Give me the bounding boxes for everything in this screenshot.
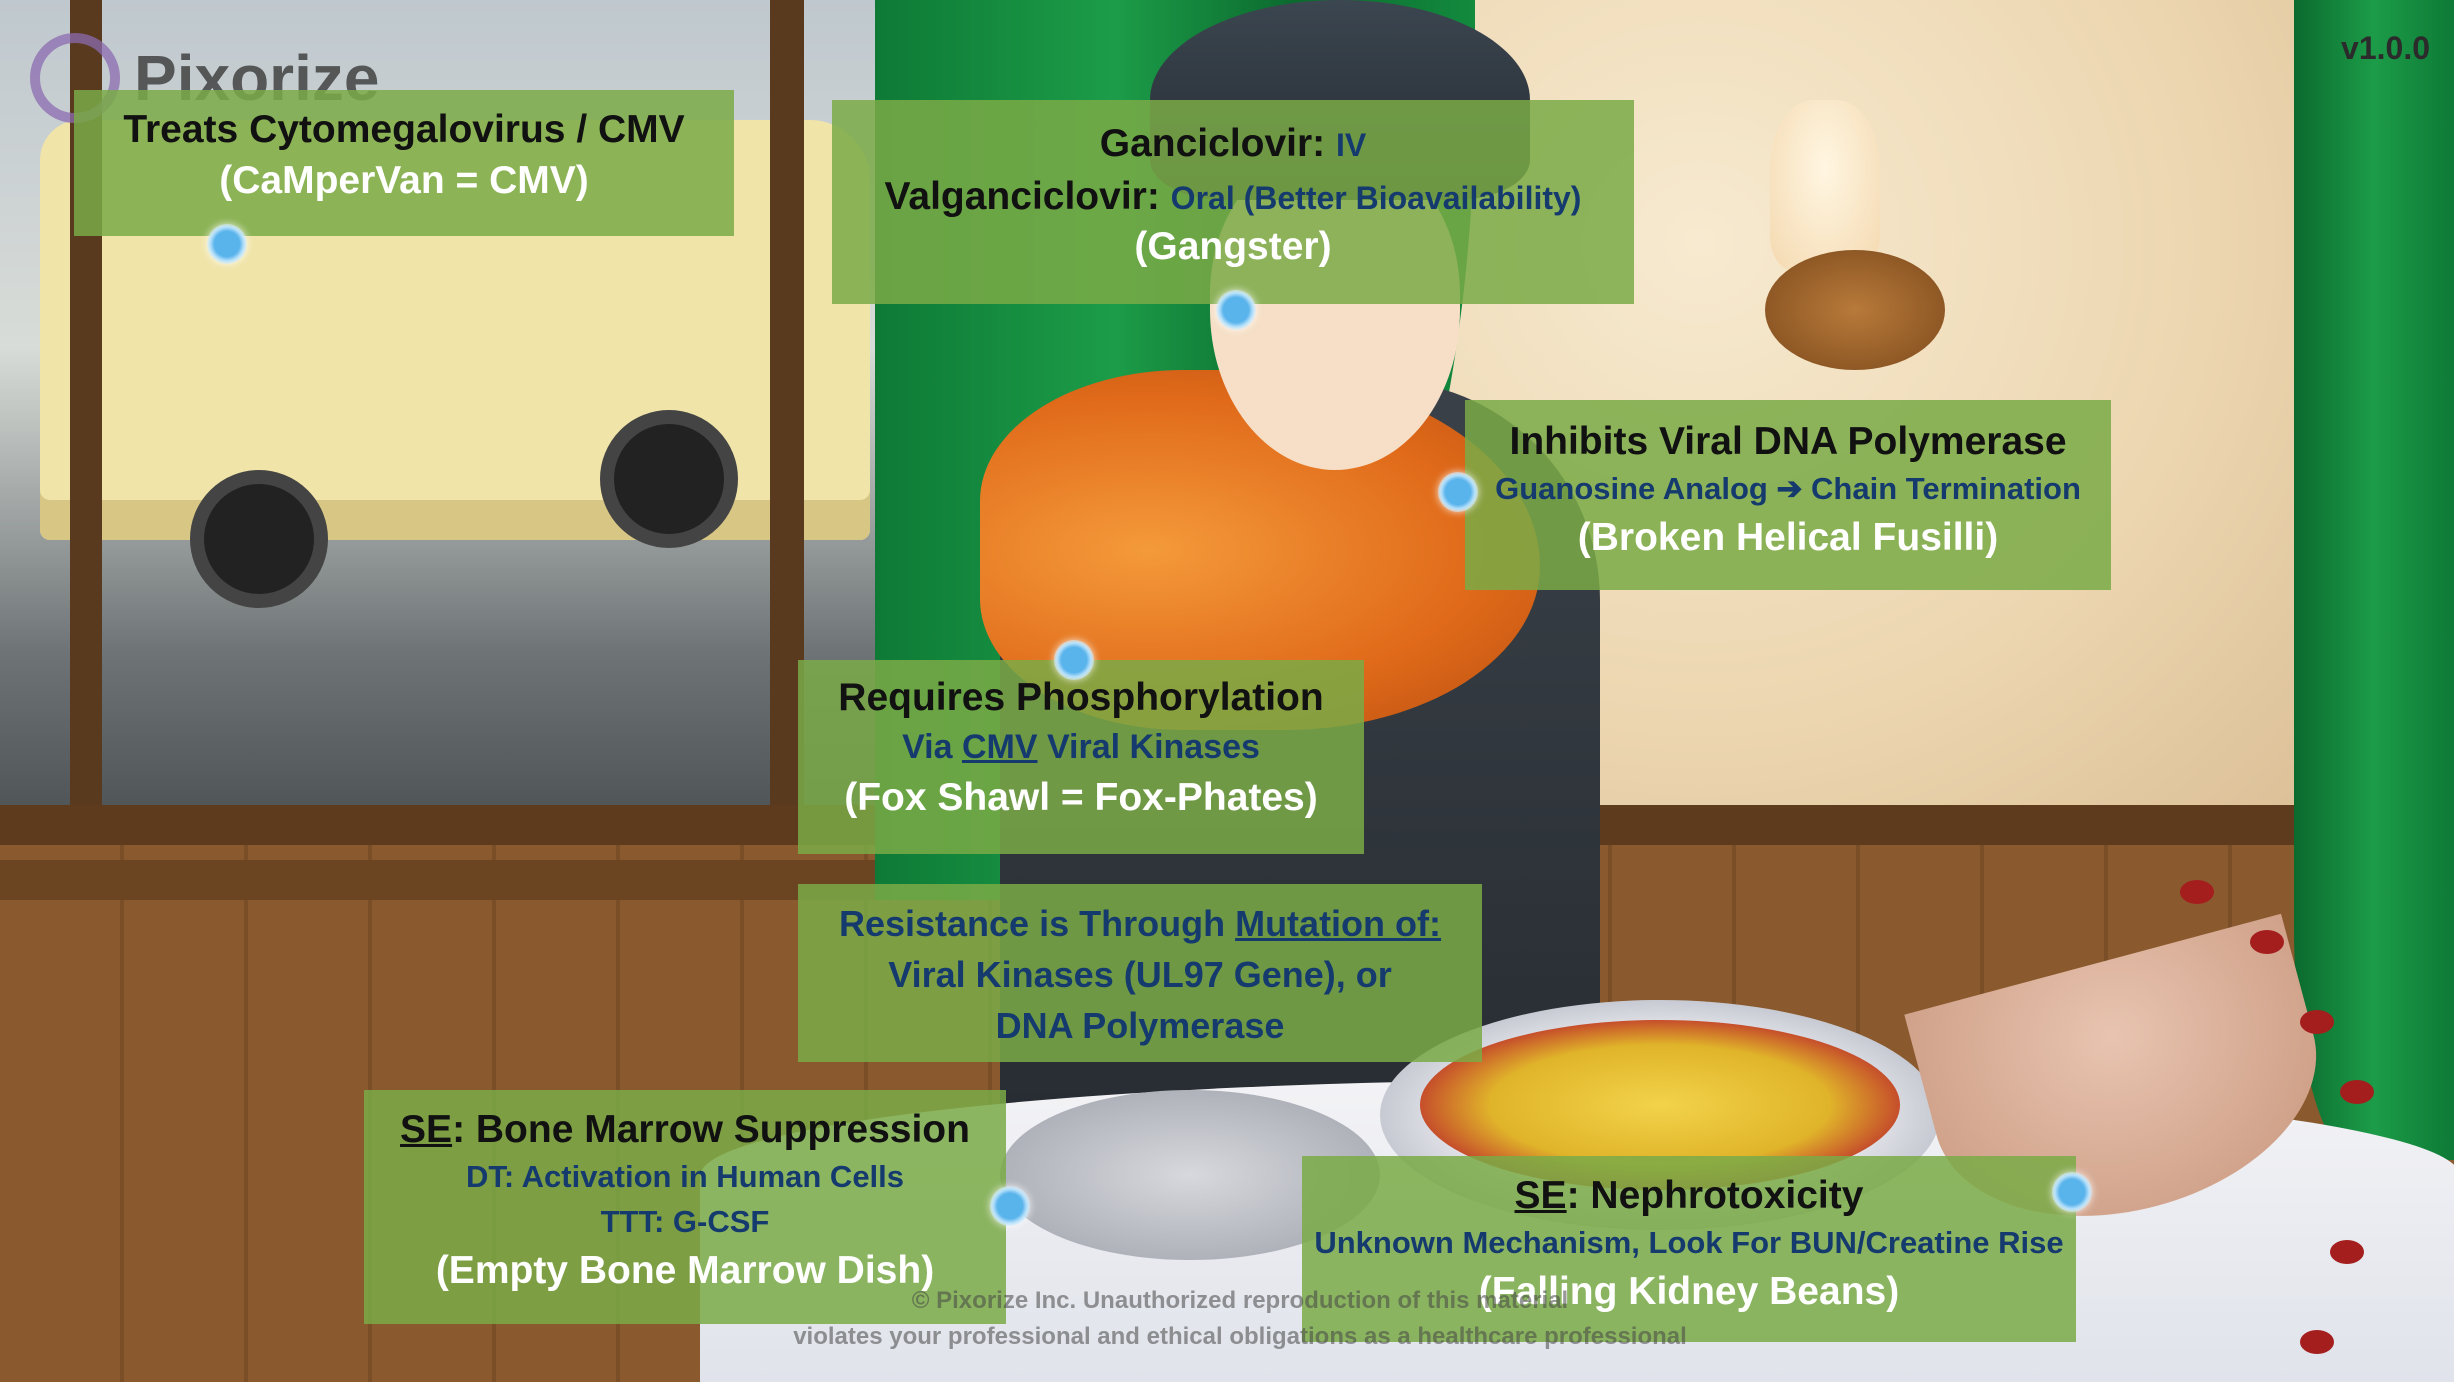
detail-kinases: Viral Kinases [1046, 727, 1260, 766]
fact-mnemonic: (Fox Shawl = Fox-Phates) [844, 776, 1318, 820]
kidney-bean [2300, 1010, 2334, 1034]
detail-start: Guanosine Analog [1495, 470, 1768, 506]
kidney-bean [2180, 880, 2214, 904]
resistance-line1: Resistance is Through Mutation of: [798, 898, 1482, 949]
se-title: : Bone Marrow Suppression [452, 1108, 970, 1151]
hotspot-kidney-beans[interactable] [2052, 1172, 2092, 1212]
detail-end: Chain Termination [1811, 470, 2081, 506]
fact-mnemonic: (Empty Bone Marrow Dish) [435, 1248, 935, 1292]
fact-title: Inhibits Viral DNA Polymerase [1509, 420, 2067, 463]
arrow-right-icon: ➔ [1776, 470, 1803, 506]
window-sill [0, 860, 880, 900]
hotspot-gangster[interactable] [1216, 290, 1256, 330]
fact-mnemonic: (Falling Kidney Beans) [1478, 1269, 1900, 1313]
fact-box-cmv: Treats Cytomegalovirus / CMV (CaMperVan … [74, 90, 734, 236]
wall-lamp-base [1765, 250, 1945, 370]
fact-detail: Via CMV Viral Kinases [798, 723, 1364, 772]
van-wheel [600, 410, 738, 548]
resistance-prefix: Resistance is Through [838, 903, 1226, 944]
version-label: v1.0.0 [2341, 30, 2430, 66]
watermark-line1: © Pixorize Inc. Unauthorized reproductio… [911, 1287, 1569, 1314]
se-label: SE [1514, 1174, 1567, 1217]
fact-box-phosphorylation: Requires Phosphorylation Via CMV Viral K… [798, 660, 1364, 854]
kidney-bean [2300, 1330, 2334, 1354]
fact-box-mechanism: Inhibits Viral DNA Polymerase Guanosine … [1465, 400, 2111, 590]
dt-line: DT: Activation in Human Cells [465, 1158, 905, 1194]
hotspot-cmv[interactable] [207, 224, 247, 264]
detail-via: Via [902, 727, 953, 766]
fact-box-resistance: Resistance is Through Mutation of: Viral… [798, 884, 1482, 1062]
ganciclovir-line: Ganciclovir: IV [832, 116, 1634, 173]
watermark-line2: violates your professional and ethical o… [793, 1323, 1687, 1350]
fact-detail: Guanosine Analog ➔ Chain Termination [1465, 467, 2111, 512]
resistance-mutation: Mutation of: [1235, 903, 1442, 944]
copyright-watermark: © Pixorize Inc. Unauthorized reproductio… [690, 1283, 1790, 1355]
fact-box-bone-marrow: SE: Bone Marrow Suppression DT: Activati… [364, 1090, 1006, 1324]
van-wheel [190, 470, 328, 608]
curtain-right [2294, 0, 2454, 1160]
hotspot-fusilli[interactable] [1438, 472, 1478, 512]
hotspot-fox-shawl[interactable] [1054, 640, 1094, 680]
fact-title: Requires Phosphorylation [838, 676, 1324, 719]
fact-mnemonic: (Broken Helical Fusilli) [1577, 515, 1999, 559]
ganciclovir-route: IV [1336, 127, 1367, 163]
valganciclovir-line: Valganciclovir: Oral (Better Bioavailabi… [832, 173, 1634, 222]
se-title: : Nephrotoxicity [1566, 1174, 1864, 1217]
fact-title: SE: Nephrotoxicity [1302, 1172, 2076, 1221]
fact-title: SE: Bone Marrow Suppression [364, 1106, 1006, 1155]
kidney-bean [2250, 930, 2284, 954]
fact-detail: Unknown Mechanism, Look For BUN/Creatine… [1314, 1224, 2064, 1260]
kidney-bean [2330, 1240, 2364, 1264]
valganciclovir-label: Valganciclovir: [884, 174, 1160, 218]
kidney-bean [2340, 1080, 2374, 1104]
ganciclovir-label: Ganciclovir: [1099, 122, 1326, 165]
se-label: SE [400, 1108, 453, 1151]
hotspot-bone-marrow[interactable] [990, 1186, 1030, 1226]
detail-cmv: CMV [961, 727, 1038, 766]
wall-lamp [1770, 100, 1880, 270]
resistance-line3: DNA Polymerase [995, 1005, 1285, 1047]
resistance-line2: Viral Kinases (UL97 Gene), or [888, 954, 1392, 996]
fact-box-administration: Ganciclovir: IV Valganciclovir: Oral (Be… [832, 100, 1634, 304]
fact-mnemonic: (CaMperVan = CMV) [219, 158, 589, 202]
fact-mnemonic: (Gangster) [1134, 225, 1332, 269]
ttt-line: TTT: G-CSF [600, 1203, 770, 1239]
valganciclovir-route: Oral (Better Bioavailability) [1170, 179, 1582, 216]
fact-box-nephrotoxicity: SE: Nephrotoxicity Unknown Mechanism, Lo… [1302, 1156, 2076, 1342]
fact-title: Treats Cytomegalovirus / CMV [123, 108, 685, 151]
